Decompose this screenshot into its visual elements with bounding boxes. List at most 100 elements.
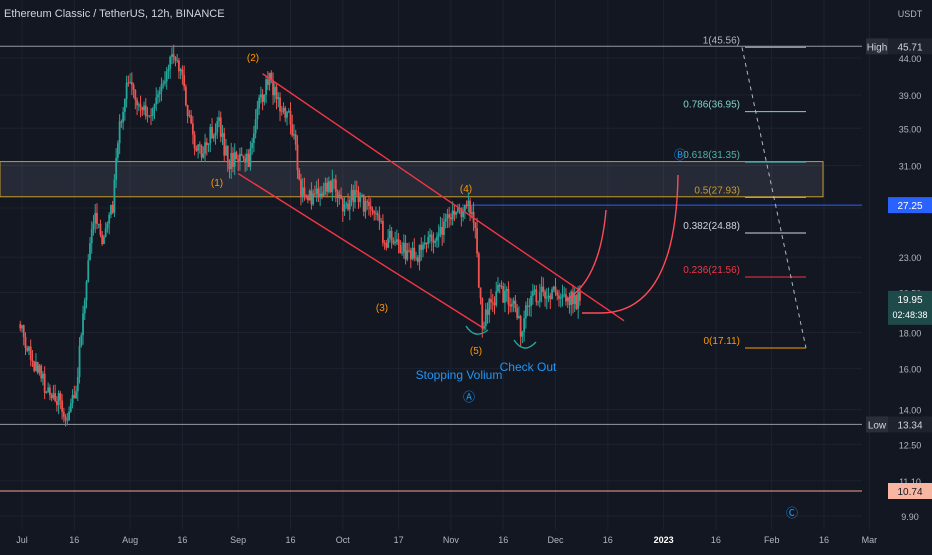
candle bbox=[427, 231, 430, 249]
candle bbox=[254, 109, 257, 139]
candle-body bbox=[375, 213, 377, 215]
candle-body bbox=[545, 297, 548, 299]
candle bbox=[263, 94, 266, 106]
candle bbox=[523, 310, 526, 342]
candle bbox=[270, 70, 273, 84]
candle-body bbox=[279, 97, 281, 112]
candle bbox=[38, 363, 41, 376]
last-price-value: 19.95 bbox=[897, 295, 922, 306]
candle-body bbox=[132, 84, 135, 90]
high-price-tag[interactable]: High 45.71 bbox=[866, 38, 932, 55]
candle bbox=[310, 182, 313, 210]
candle-body bbox=[198, 144, 201, 146]
candle bbox=[244, 153, 247, 173]
candle bbox=[144, 98, 147, 120]
candle bbox=[378, 206, 381, 231]
candle-body bbox=[350, 189, 353, 201]
candle-body bbox=[48, 387, 51, 396]
interval-label[interactable]: 12h bbox=[151, 8, 170, 20]
candle bbox=[512, 297, 515, 312]
projection-cup bbox=[582, 174, 679, 314]
candle-body bbox=[568, 297, 571, 306]
candle-body bbox=[488, 299, 491, 315]
candle bbox=[221, 125, 224, 145]
candle bbox=[277, 92, 280, 108]
candle bbox=[559, 293, 562, 308]
wave-label: (3) bbox=[376, 303, 388, 314]
candle-body bbox=[331, 179, 334, 193]
candle-body bbox=[301, 187, 304, 198]
time-tick-label: Oct bbox=[336, 535, 351, 545]
candle bbox=[484, 303, 487, 330]
candle bbox=[394, 231, 397, 247]
candle-body bbox=[160, 84, 163, 92]
candle bbox=[333, 178, 335, 190]
candle bbox=[246, 149, 248, 171]
candle-body bbox=[284, 107, 287, 118]
candle-body bbox=[477, 253, 480, 288]
candle-body bbox=[314, 193, 316, 195]
candle-body bbox=[259, 94, 262, 98]
candle-body bbox=[273, 86, 276, 96]
candle-body bbox=[380, 221, 383, 222]
candle bbox=[505, 286, 508, 302]
candle bbox=[104, 222, 107, 238]
candle bbox=[338, 190, 341, 205]
candle bbox=[530, 290, 533, 317]
candle bbox=[96, 203, 98, 230]
price-tick-label: 39.00 bbox=[899, 91, 922, 101]
candle-body bbox=[500, 286, 503, 287]
low-price-tag[interactable]: Low 13.34 bbox=[866, 416, 932, 433]
candle bbox=[314, 185, 316, 197]
candle-body bbox=[336, 191, 339, 199]
grid bbox=[0, 0, 870, 530]
candle-body bbox=[38, 365, 41, 373]
candle bbox=[122, 106, 125, 130]
candle-body bbox=[78, 345, 81, 377]
candle bbox=[36, 361, 39, 375]
candle bbox=[85, 279, 88, 309]
candle bbox=[171, 47, 173, 65]
candle-body bbox=[116, 143, 119, 158]
candle-body bbox=[333, 179, 335, 181]
support-price-tag[interactable]: 10.74 bbox=[888, 482, 932, 499]
candle bbox=[216, 116, 219, 139]
candle-body bbox=[495, 291, 498, 306]
candle bbox=[439, 216, 442, 238]
candle bbox=[179, 67, 182, 80]
candle-body bbox=[195, 148, 198, 151]
candle bbox=[399, 240, 402, 254]
candle-body bbox=[171, 54, 173, 57]
candle-body bbox=[71, 395, 74, 404]
candle-body bbox=[418, 244, 421, 262]
candle-body bbox=[404, 242, 407, 260]
candle bbox=[556, 289, 559, 301]
candle-body bbox=[80, 335, 83, 346]
candle-body bbox=[470, 212, 473, 214]
candle-body bbox=[188, 115, 191, 117]
candle-body bbox=[334, 179, 337, 192]
candle-body bbox=[61, 400, 64, 412]
candle bbox=[249, 141, 252, 171]
candle-body bbox=[162, 83, 165, 85]
candle bbox=[329, 180, 332, 193]
candle bbox=[89, 237, 91, 261]
resistance-price-tag[interactable]: 27.25 bbox=[888, 197, 932, 214]
candle bbox=[47, 382, 50, 394]
candle-body bbox=[190, 115, 193, 124]
candle bbox=[106, 221, 109, 233]
time-axis[interactable]: Jul 16 Aug 16 Sep 16 Oct 17 Nov 16 Dec 16 2023 16 Feb 1… bbox=[16, 535, 877, 545]
symbol-name[interactable]: Ethereum Classic / TetherUS bbox=[4, 8, 146, 20]
candle-body bbox=[207, 143, 210, 146]
time-tick-label: 16 bbox=[177, 535, 187, 545]
candle-body bbox=[408, 250, 410, 252]
price-tag-value: 13.34 bbox=[897, 420, 922, 431]
candle bbox=[350, 184, 353, 207]
candle bbox=[287, 108, 290, 113]
price-axis[interactable]: USDT9.9011.1012.5014.0016.0018.0020.5023… bbox=[866, 9, 932, 522]
candle-body bbox=[73, 395, 76, 399]
candle-body bbox=[387, 238, 390, 248]
last-price-tag[interactable]: 19.95 02:48:38 bbox=[888, 290, 932, 325]
candle-body bbox=[68, 411, 70, 421]
